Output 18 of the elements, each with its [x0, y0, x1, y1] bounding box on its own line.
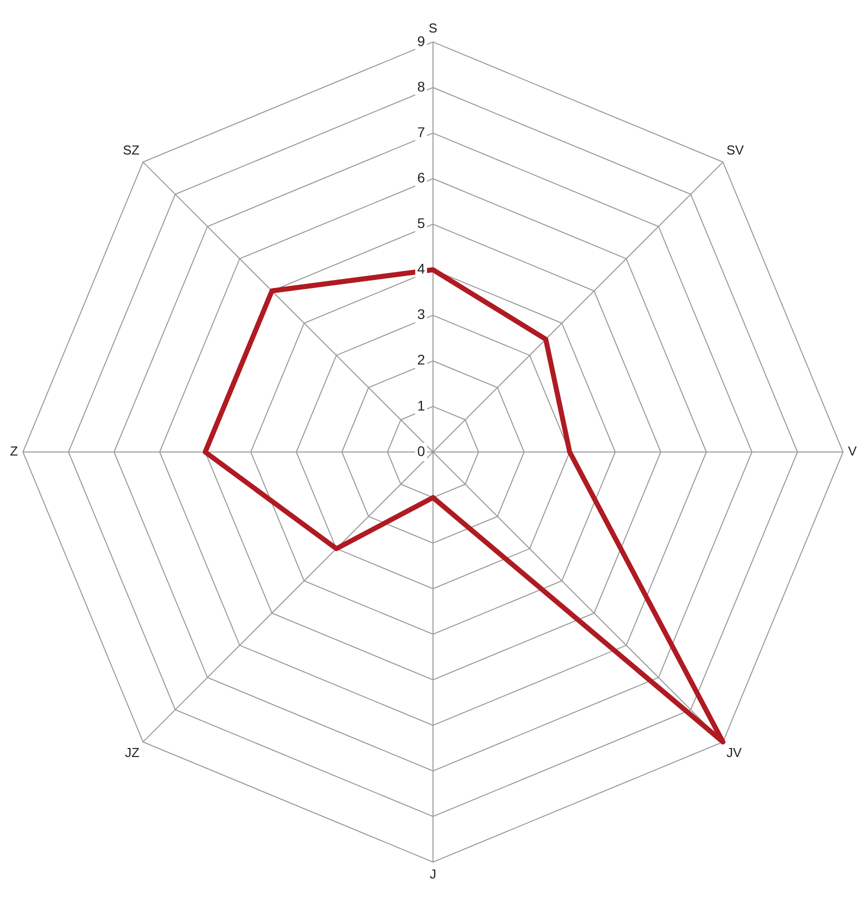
y-tick-label: 3 [417, 306, 426, 322]
y-tick-label: 5 [417, 215, 426, 232]
y-tick-label: 4 [417, 260, 426, 277]
y-tick-label: 9 [417, 32, 426, 49]
y-tick-label: 0 [417, 442, 426, 459]
y-tick-label: 8 [417, 78, 426, 94]
y-tick-label: 6 [417, 169, 426, 186]
spoke-label: Z [10, 444, 18, 459]
spoke-label: SV [726, 142, 744, 158]
spoke-label: JZ [125, 744, 140, 760]
spoke-label: V [848, 444, 858, 459]
y-tick-label: 1 [417, 397, 426, 414]
spoke-label: SZ [122, 142, 140, 158]
spoke-label: S [428, 20, 438, 36]
spoke-label: J [430, 866, 436, 882]
y-tick-label: 2 [417, 352, 426, 368]
y-tick-label: 7 [417, 124, 426, 140]
spoke-label: JV [726, 744, 742, 760]
